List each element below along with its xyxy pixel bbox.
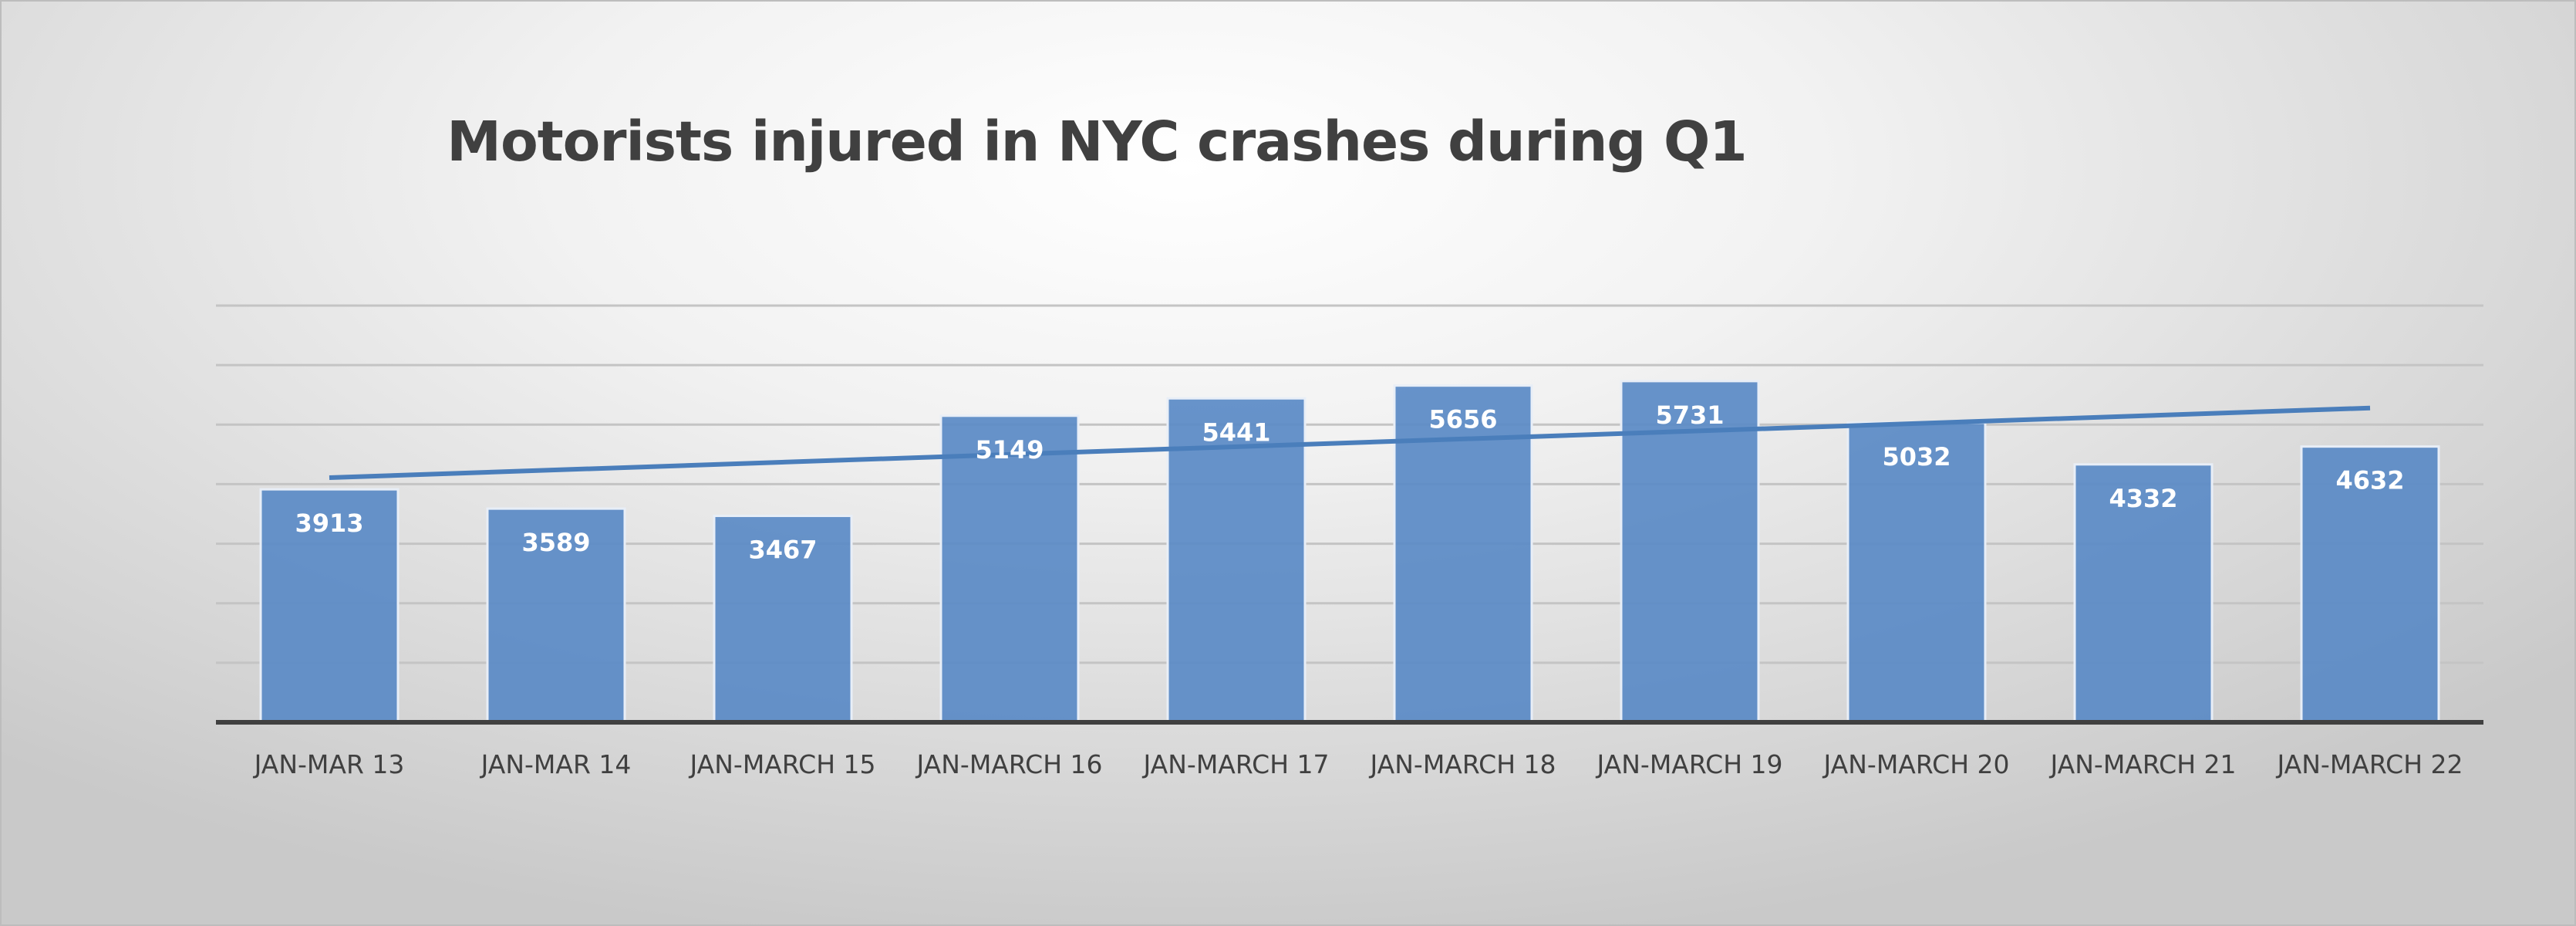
x-tick-label: JAN-MARCH 22 (2276, 749, 2463, 779)
bar (259, 488, 400, 724)
trendline-layer (329, 405, 2371, 481)
bar (486, 507, 626, 724)
x-tick-label: JAN-MARCH 21 (2049, 749, 2237, 779)
x-tick-label: JAN-MAR 14 (480, 749, 632, 779)
bars (259, 380, 2440, 724)
trendline (329, 405, 2371, 481)
bar (1166, 397, 1307, 724)
data-label: 5149 (975, 435, 1044, 465)
x-tick-label: JAN-MAR 13 (253, 749, 405, 779)
bar (2300, 445, 2440, 724)
bar (2073, 463, 2214, 724)
bar (1846, 421, 1987, 724)
x-axis: JAN-MAR 13 JAN-MAR 14 JAN-MARCH 15 JAN-MARC… (216, 720, 2483, 779)
data-label: 5731 (1655, 400, 1724, 430)
data-label: 5656 (1428, 405, 1497, 434)
data-label: 4632 (2335, 466, 2404, 495)
x-tick-label: JAN-MARCH 20 (1822, 749, 2010, 779)
data-label: 4332 (2109, 484, 2177, 513)
data-labels: 3913 3589 3467 5149 5441 5656 5731 5032 4332 4632 (295, 400, 2404, 565)
x-tick-label: JAN-MARCH 16 (915, 749, 1103, 779)
bar (939, 414, 1080, 724)
data-label: 3913 (295, 509, 363, 538)
data-label: 5441 (1202, 417, 1270, 447)
bar (1620, 380, 1760, 724)
x-tick-label: JAN-MARCH 19 (1596, 749, 1783, 779)
x-tick-label: JAN-MARCH 18 (1369, 749, 1556, 779)
chart-title: Motorists injured in NYC crashes during … (447, 110, 1747, 174)
data-label: 3467 (748, 536, 817, 565)
data-label: 3589 (521, 528, 590, 557)
data-label: 5032 (1882, 442, 1951, 471)
x-tick-label: JAN-MARCH 17 (1142, 749, 1330, 779)
x-tick-label: JAN-MARCH 15 (689, 749, 876, 779)
